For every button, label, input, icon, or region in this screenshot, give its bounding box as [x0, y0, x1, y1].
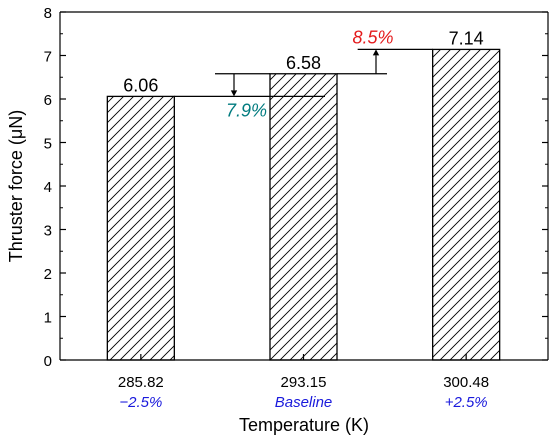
annotation-increase-label: 8.5% [352, 27, 393, 47]
x-tick-sublabel: Baseline [275, 394, 333, 411]
y-tick-label: 1 [44, 310, 52, 327]
bar [106, 95, 175, 361]
x-tick-sublabel: +2.5% [445, 394, 488, 411]
bar-value-label: 6.58 [286, 53, 321, 73]
x-tick-label: 293.15 [281, 374, 327, 391]
x-axis-label: Temperature (K) [239, 415, 369, 435]
bar [269, 73, 338, 361]
y-tick-label: 6 [44, 92, 52, 109]
arrow-head [230, 90, 238, 97]
x-tick-label: 285.82 [118, 374, 164, 391]
bar [432, 48, 501, 361]
y-tick-label: 3 [44, 223, 52, 240]
bar-value-label: 6.06 [123, 75, 158, 95]
x-tick-sublabel: −2.5% [119, 394, 162, 411]
y-axis-label: Thruster force (μN) [6, 110, 26, 262]
arrow-head [372, 49, 380, 56]
y-tick-label: 4 [44, 179, 52, 196]
y-tick-label: 2 [44, 266, 52, 283]
y-tick-label: 7 [44, 49, 52, 66]
bar-value-label: 7.14 [449, 28, 484, 48]
y-tick-label: 5 [44, 136, 52, 153]
y-tick-label: 0 [44, 353, 52, 370]
annotation-decrease-label: 7.9% [226, 100, 267, 120]
x-tick-label: 300.48 [443, 374, 489, 391]
y-tick-label: 8 [44, 5, 52, 22]
